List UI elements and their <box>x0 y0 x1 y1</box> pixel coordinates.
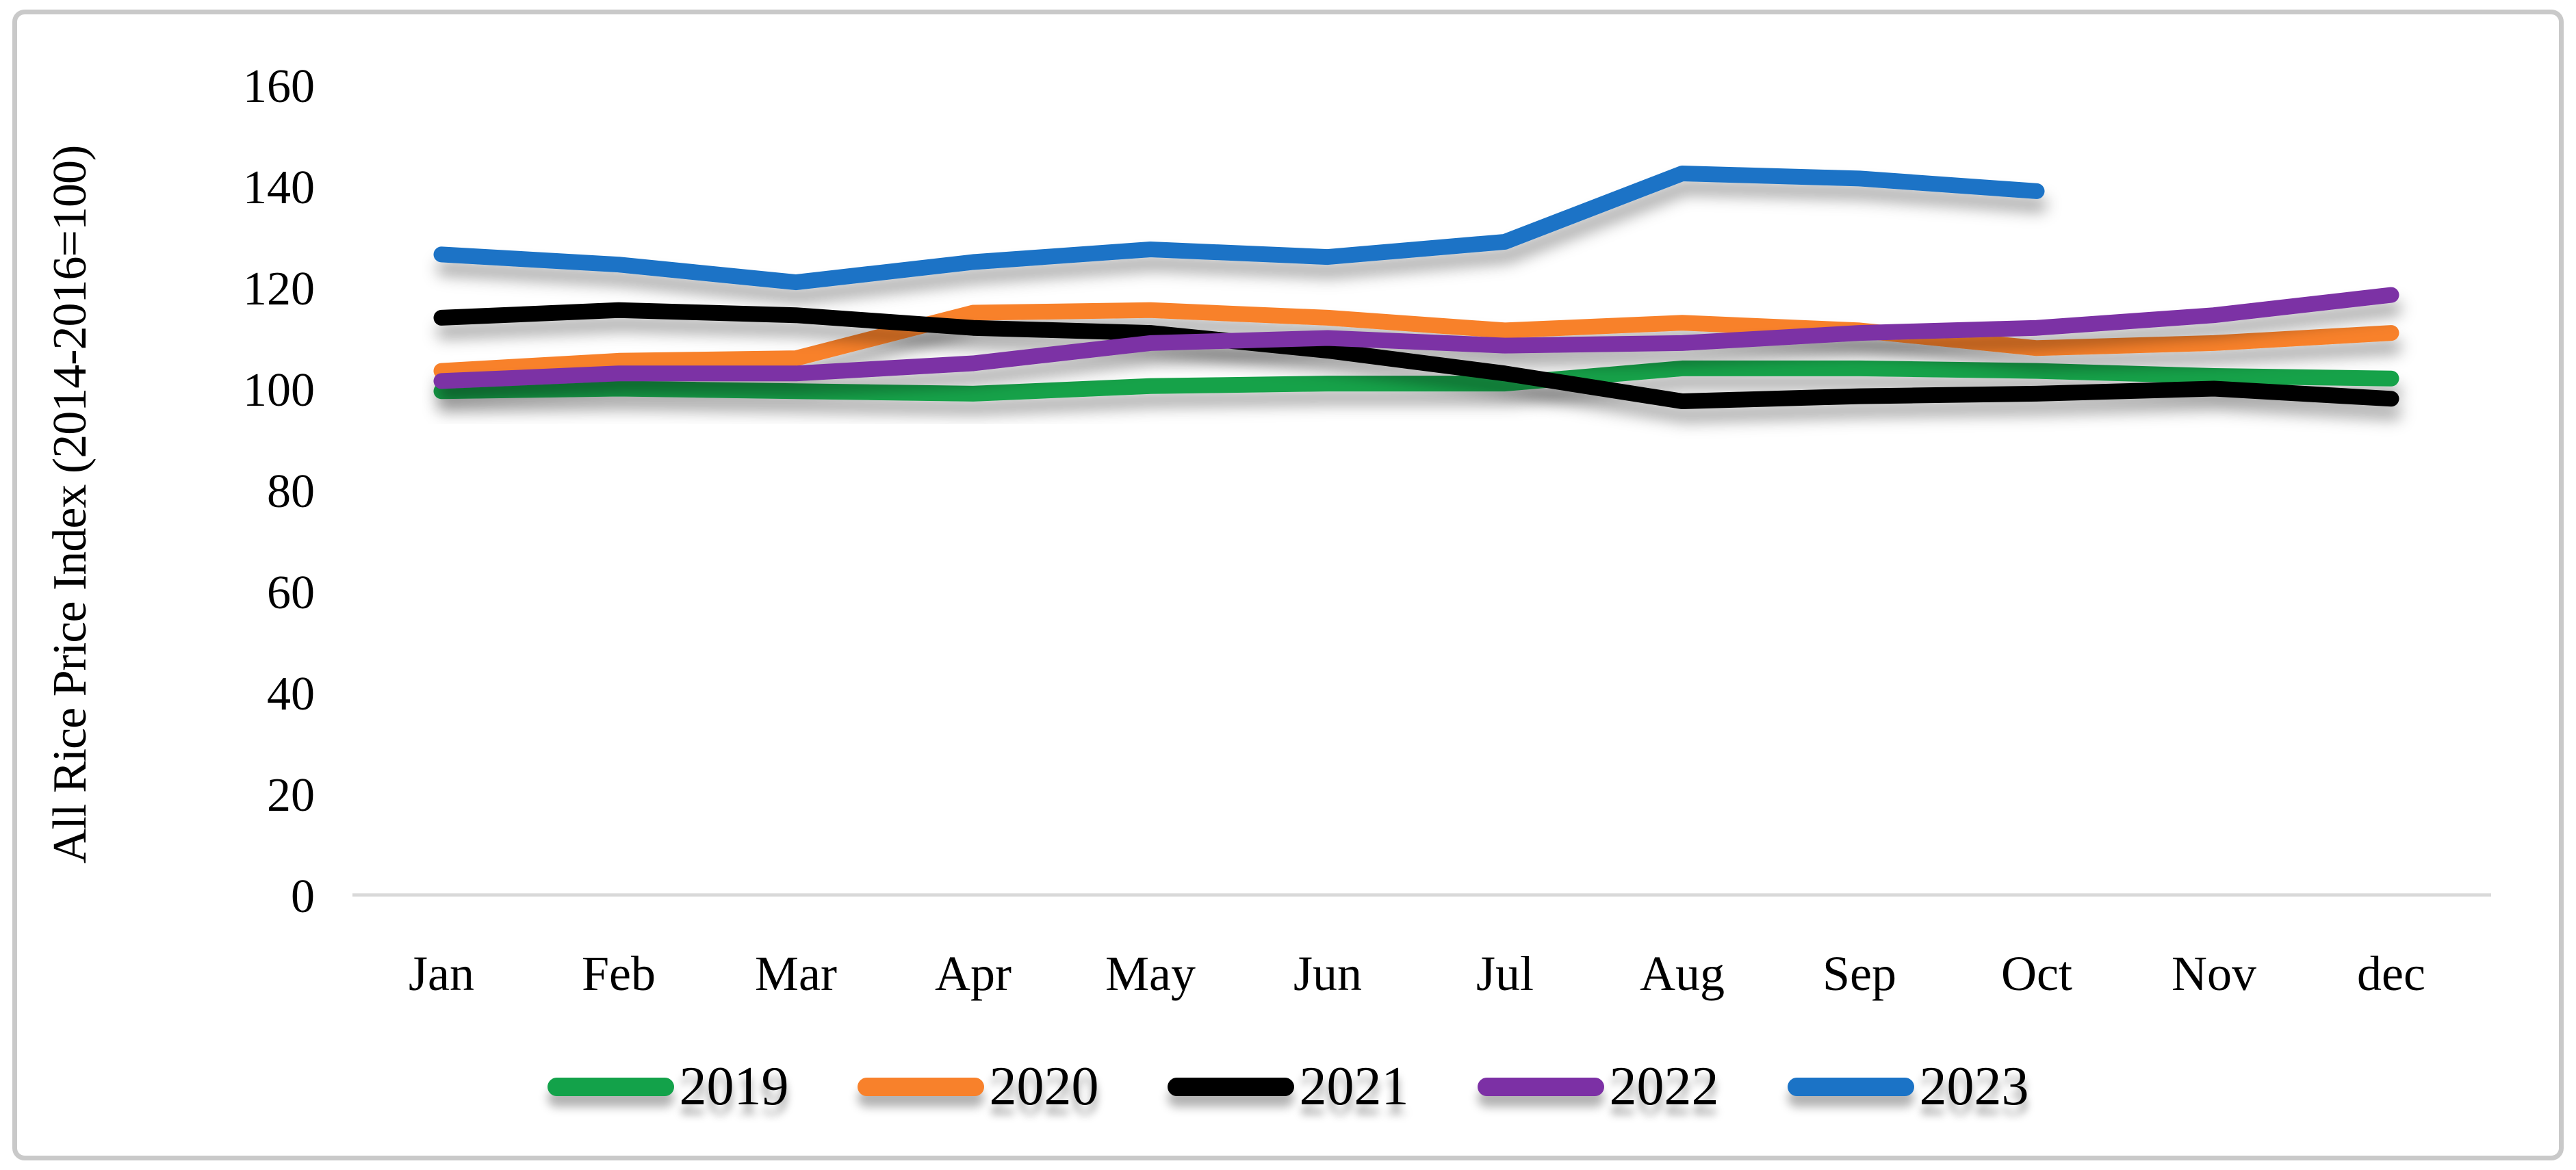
y-tick-label-160: 160 <box>243 60 315 113</box>
legend-swatch-2023 <box>1787 1077 1914 1096</box>
x-tick-label-Jan: Jan <box>409 946 474 1001</box>
legend-swatch-2022 <box>1477 1077 1604 1096</box>
legend-item-2022: 2022 <box>1477 1056 1719 1117</box>
x-tick-label-Oct: Oct <box>2001 946 2072 1001</box>
legend-label-2022: 2022 <box>1609 1056 1719 1117</box>
axes: 0 20 40 60 80 100 120 140 160 Jan Feb Mar Apr May Jun J… <box>243 60 2491 1001</box>
series-line-2023 <box>433 166 2045 291</box>
series-lines <box>433 166 2399 409</box>
x-tick-label-Sep: Sep <box>1822 946 1896 1001</box>
y-tick-label-80: 80 <box>267 465 315 518</box>
x-tick-label-May: May <box>1105 946 1196 1001</box>
series-line-2020 <box>433 302 2399 379</box>
legend-swatch-2020 <box>857 1077 984 1096</box>
y-tick-label-40: 40 <box>267 668 315 720</box>
y-tick-label-20: 20 <box>267 769 315 822</box>
y-tick-label-100: 100 <box>243 364 315 417</box>
legend-item-2023: 2023 <box>1787 1056 2029 1117</box>
y-axis-title: All Rice Price Index (2014-2016=100) <box>44 145 96 864</box>
legend-label-2020: 2020 <box>989 1056 1099 1117</box>
legend-label-2019: 2019 <box>679 1056 789 1117</box>
y-tick-label-140: 140 <box>243 161 315 214</box>
legend-item-2021: 2021 <box>1167 1056 1409 1117</box>
legend-item-2020: 2020 <box>857 1056 1099 1117</box>
legend-label-2021: 2021 <box>1299 1056 1409 1117</box>
x-tick-label-Aug: Aug <box>1640 946 1725 1001</box>
y-tick-label-0: 0 <box>291 870 315 923</box>
y-tick-label-120: 120 <box>243 263 315 315</box>
x-tick-label-Feb: Feb <box>582 946 656 1001</box>
legend-swatch-2021 <box>1167 1077 1294 1096</box>
series-line-2022 <box>433 287 2399 389</box>
y-tick-label-60: 60 <box>267 567 315 619</box>
series-line-2021 <box>433 302 2399 409</box>
legend: 2019 2020 2021 2022 2023 <box>0 1045 2576 1128</box>
legend-swatch-2019 <box>547 1077 674 1096</box>
x-tick-label-Mar: Mar <box>755 946 837 1001</box>
x-tick-label-dec: dec <box>2357 946 2425 1001</box>
legend-label-2023: 2023 <box>1919 1056 2029 1117</box>
x-tick-label-Jun: Jun <box>1293 946 1362 1001</box>
x-tick-label-Jul: Jul <box>1476 946 1534 1001</box>
x-tick-label-Nov: Nov <box>2172 946 2256 1001</box>
x-tick-label-Apr: Apr <box>935 946 1012 1001</box>
legend-item-2019: 2019 <box>547 1056 789 1117</box>
series-line-2019 <box>433 360 2399 402</box>
